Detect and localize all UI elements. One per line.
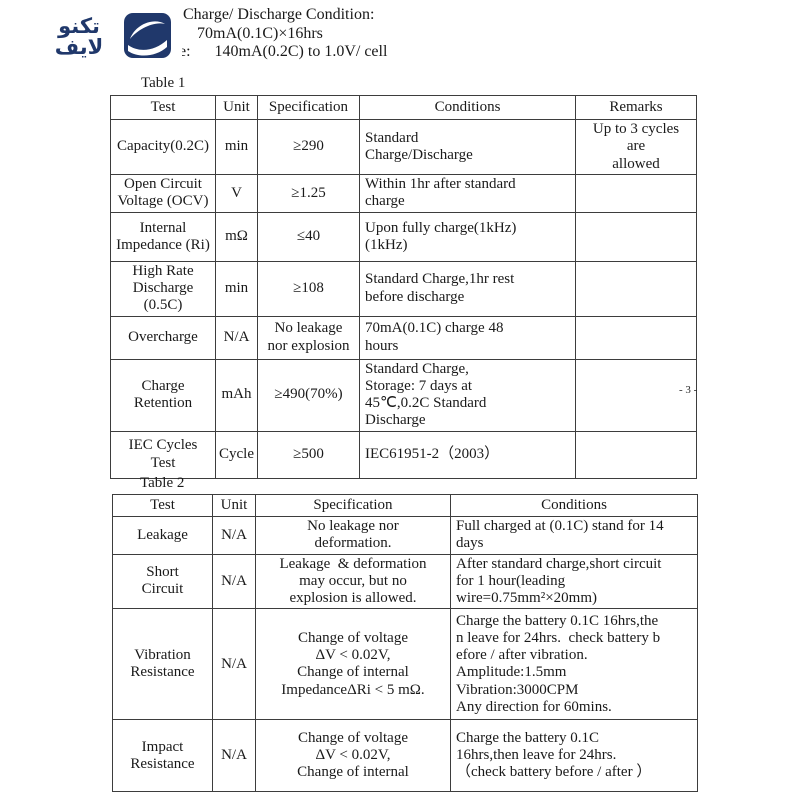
logo-arabic-line-1: تكنو bbox=[58, 14, 100, 38]
t1-r0-spec-cell: ≥290 bbox=[257, 119, 360, 175]
t2-r2-test-cell: Vibration Resistance bbox=[112, 608, 213, 721]
company-logo: تكنو لايف bbox=[30, 8, 182, 68]
condition-line-2: 70mA(0.1C)×16hrs bbox=[197, 25, 323, 42]
t1-r5-spec-cell: ≥490(70%) bbox=[257, 358, 360, 432]
t1-r4-test-cell: Overcharge bbox=[110, 315, 216, 360]
table-row: Overcharge N/A No leakage nor explosion … bbox=[110, 315, 697, 360]
t1-r6-cond-cell: IEC61951-2（2003） bbox=[359, 430, 576, 479]
t1-r1-cond-cell: Within 1hr after standard charge bbox=[359, 173, 576, 213]
t1-r5-unit-cell: mAh bbox=[215, 358, 258, 432]
logo-arabic-text: تكنو لايف bbox=[38, 14, 120, 60]
t1-r0-unit-cell: min bbox=[215, 119, 258, 175]
t1-r4-unit-cell: N/A bbox=[215, 315, 258, 360]
table1-caption: Table 1 bbox=[141, 75, 186, 91]
t2-r2-unit-cell: N/A bbox=[212, 608, 256, 721]
t1-r2-spec-cell: ≤40 bbox=[257, 211, 360, 262]
t1-r0-remarks-cell: Up to 3 cycles are allowed bbox=[575, 119, 697, 175]
t1-r2-remarks-cell bbox=[575, 211, 697, 262]
t1-r3-remarks-cell bbox=[575, 260, 697, 317]
t2-r1-unit-cell: N/A bbox=[212, 553, 256, 610]
t1-r5-cond-cell: Standard Charge, Storage: 7 days at 45℃,… bbox=[359, 358, 576, 432]
t1-r6-spec-cell: ≥500 bbox=[257, 430, 360, 479]
table-row: Vibration Resistance N/A Change of volta… bbox=[112, 608, 698, 721]
t1-r1-test-cell: Open Circuit Voltage (OCV) bbox=[110, 173, 216, 213]
table1: Test Unit Specification Conditions Remar… bbox=[110, 95, 697, 479]
table-row: IEC Cycles Test Cycle ≥500 IEC61951-2（20… bbox=[110, 430, 697, 479]
t2-col-specification: Specification bbox=[255, 494, 451, 517]
t1-r1-unit-cell: V bbox=[215, 173, 258, 213]
t2-col-conditions: Conditions bbox=[450, 494, 698, 517]
t2-r0-unit-cell: N/A bbox=[212, 516, 256, 555]
t2-col-unit: Unit bbox=[212, 494, 256, 517]
t1-r4-cond-cell: 70mA(0.1C) charge 48 hours bbox=[359, 315, 576, 360]
t2-r2-cond-cell: Charge the battery 0.1C 16hrs,the n leav… bbox=[450, 608, 698, 721]
page-number: - 3 - bbox=[679, 384, 698, 396]
table2: Test Unit Specification Conditions Leaka… bbox=[112, 494, 698, 793]
t1-r0-test-cell: Capacity(0.2C) bbox=[110, 119, 216, 175]
t1-r1-spec-cell: ≥1.25 bbox=[257, 173, 360, 213]
table-row: Short Circuit N/A Leakage & deformation … bbox=[112, 553, 698, 610]
table-row: Internal Impedance (Ri) mΩ ≤40 Upon full… bbox=[110, 211, 697, 262]
t1-r2-unit-cell: mΩ bbox=[215, 211, 258, 262]
condition-line-1: Charge/ Discharge Condition: bbox=[183, 6, 375, 23]
t1-col-specification: Specification bbox=[257, 95, 360, 120]
table-row: Open Circuit Voltage (OCV) V ≥1.25 Withi… bbox=[110, 173, 697, 213]
table-row: Impact Resistance N/A Change of voltage … bbox=[112, 719, 698, 793]
t1-r3-cond-cell: Standard Charge,1hr rest before discharg… bbox=[359, 260, 576, 317]
t2-r1-spec-cell: Leakage & deformation may occur, but no … bbox=[255, 553, 451, 610]
t2-r2-spec-cell: Change of voltage ΔV < 0.02V, Change of … bbox=[255, 608, 451, 721]
t2-r0-spec-cell: No leakage nor deformation. bbox=[255, 516, 451, 555]
t1-r0-cond-cell: Standard Charge/Discharge bbox=[359, 119, 576, 175]
t2-r3-cond-cell: Charge the battery 0.1C 16hrs,then leave… bbox=[450, 719, 698, 793]
table-row: High Rate Discharge (0.5C) min ≥108 Stan… bbox=[110, 260, 697, 317]
t2-r3-spec-cell: Change of voltage ΔV < 0.02V, Change of … bbox=[255, 719, 451, 793]
t1-r4-spec-cell: No leakage nor explosion bbox=[257, 315, 360, 360]
t1-r6-test-cell: IEC Cycles Test bbox=[110, 430, 216, 479]
t1-r2-test-cell: Internal Impedance (Ri) bbox=[110, 211, 216, 262]
t1-r3-test-cell: High Rate Discharge (0.5C) bbox=[110, 260, 216, 317]
t2-r0-test-cell: Leakage bbox=[112, 516, 213, 555]
logo-arabic-line-2: لايف bbox=[54, 35, 104, 60]
t1-r6-remarks-cell bbox=[575, 430, 697, 479]
t2-r3-unit-cell: N/A bbox=[212, 719, 256, 793]
t1-r4-remarks-cell bbox=[575, 315, 697, 360]
t1-col-conditions: Conditions bbox=[359, 95, 576, 120]
t2-r1-cond-cell: After standard charge,short circuit for … bbox=[450, 553, 698, 610]
table2-caption: Table 2 bbox=[140, 475, 185, 491]
t2-r1-test-cell: Short Circuit bbox=[112, 553, 213, 610]
table-row: Charge Retention mAh ≥490(70%) Standard … bbox=[110, 358, 697, 432]
table-row: Leakage N/A No leakage nor deformation. … bbox=[112, 516, 698, 555]
t2-r3-test-cell: Impact Resistance bbox=[112, 719, 213, 793]
t1-r1-remarks-cell bbox=[575, 173, 697, 213]
table-row: Capacity(0.2C) min ≥290 Standard Charge/… bbox=[110, 119, 697, 175]
t1-r6-unit-cell: Cycle bbox=[215, 430, 258, 479]
t1-col-unit: Unit bbox=[215, 95, 258, 120]
t1-col-remarks: Remarks bbox=[575, 95, 697, 120]
t1-r3-unit-cell: min bbox=[215, 260, 258, 317]
t1-r2-cond-cell: Upon fully charge(1kHz) (1kHz) bbox=[359, 211, 576, 262]
t1-r5-remarks-cell bbox=[575, 358, 697, 432]
t2-r0-cond-cell: Full charged at (0.1C) stand for 14 days bbox=[450, 516, 698, 555]
logo-swoosh-icon bbox=[124, 13, 171, 63]
t1-r5-test-cell: Charge Retention bbox=[110, 358, 216, 432]
condition-line-3: e: 140mA(0.2C) to 1.0V/ cell bbox=[179, 43, 388, 60]
t1-r3-spec-cell: ≥108 bbox=[257, 260, 360, 317]
t1-col-test: Test bbox=[110, 95, 216, 120]
t2-col-test: Test bbox=[112, 494, 213, 517]
